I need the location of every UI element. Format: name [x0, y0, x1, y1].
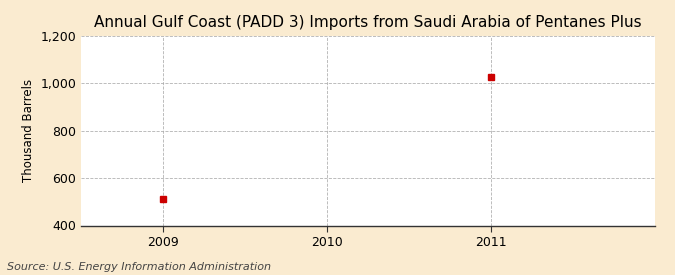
Text: Source: U.S. Energy Information Administration: Source: U.S. Energy Information Administ…	[7, 262, 271, 272]
Title: Annual Gulf Coast (PADD 3) Imports from Saudi Arabia of Pentanes Plus: Annual Gulf Coast (PADD 3) Imports from …	[94, 15, 642, 31]
Y-axis label: Thousand Barrels: Thousand Barrels	[22, 79, 34, 182]
